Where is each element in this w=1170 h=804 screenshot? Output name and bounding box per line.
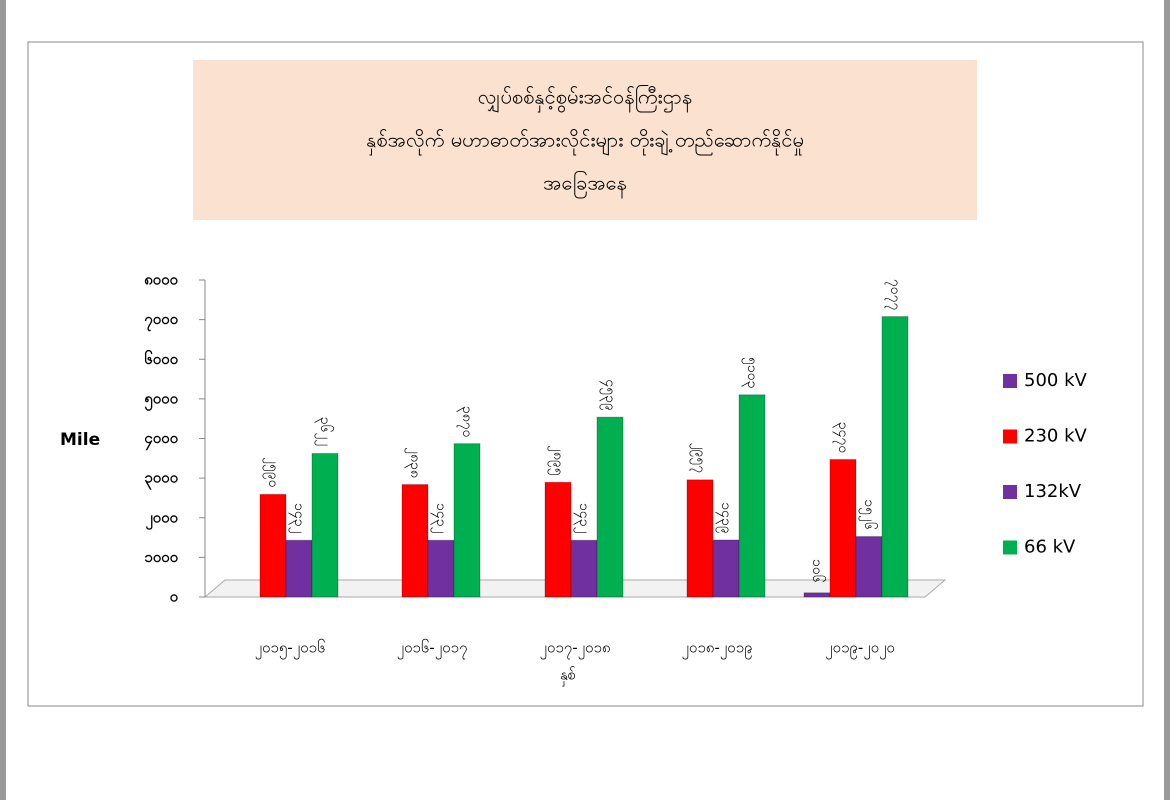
- legend-swatch: [1003, 540, 1017, 555]
- bar: [738, 394, 766, 598]
- data-label: ၂၈၉၅: [548, 445, 566, 476]
- window-edge: [1164, 0, 1170, 800]
- data-label: ၁၅၂၆: [859, 499, 877, 530]
- y-tick-label: ၅၀၀၀: [144, 389, 178, 411]
- bar: [453, 443, 481, 598]
- bar: [803, 592, 831, 598]
- chart-title: နှစ်အလိုက် မဟာဓာတ်အားလိုင်းများ တိုးချဲ့…: [366, 128, 804, 156]
- data-label: ၃၆၂၂: [315, 417, 333, 447]
- data-label: ၁၄၃၂: [431, 503, 449, 534]
- bar: [596, 416, 624, 598]
- bar: [285, 539, 313, 598]
- data-label: ၂၈၃၈: [405, 447, 423, 478]
- y-tick-label: ၄၀၀၀: [144, 429, 178, 451]
- y-tick-label: ၇၀၀၀: [144, 310, 178, 332]
- bar: [311, 452, 339, 598]
- data-label: ၇၀၇၇: [885, 279, 903, 311]
- x-axis-label: နှစ်: [560, 666, 576, 687]
- data-label: ၂၉၅၇: [690, 443, 708, 474]
- bar: [570, 539, 598, 598]
- legend-label: 66 kV: [1024, 537, 1076, 558]
- data-label: ၅၁၀၃: [742, 357, 760, 389]
- legend-label: 230 kV: [1024, 426, 1088, 447]
- bar: [855, 536, 883, 598]
- x-tick-label: ၂၀၁၈-၂၀၁၉: [682, 639, 753, 660]
- legend-label: 132kV: [1024, 481, 1082, 502]
- bar: [829, 459, 857, 598]
- bar: [712, 539, 740, 598]
- data-label: ၁၀၆: [809, 559, 825, 583]
- bar: [686, 479, 714, 598]
- bar: [544, 481, 572, 598]
- x-tick-label: ၂၀၁၅-၂၀၁၆: [255, 639, 326, 660]
- chart-title: အခြေအနေ: [543, 171, 627, 199]
- y-tick-label: ၃၀၀၀: [144, 469, 178, 491]
- x-tick-label: ၂၀၁၆-၂၀၁၇: [397, 639, 468, 660]
- data-label: ၃၄၇၀: [833, 422, 851, 454]
- data-label: ၁၄၃၂: [289, 503, 307, 534]
- legend-swatch: [1003, 374, 1017, 388]
- y-tick-label: ၂၀၀၀: [145, 508, 178, 530]
- bar: [881, 316, 909, 598]
- chart-title: လျှပ်စစ်နှင့်စွမ်းအင်ဝန်ကြီးဌာန: [478, 85, 693, 113]
- x-tick-label: ၂၀၁၉-၂၀၂၀: [825, 639, 895, 660]
- legend-swatch: [1003, 485, 1017, 499]
- title-box: [193, 60, 977, 220]
- y-tick-label: ၁၀၀၀: [144, 548, 178, 566]
- bar: [259, 493, 287, 598]
- bar: [427, 539, 455, 598]
- bar: [401, 484, 429, 598]
- data-label: ၂၅၉၀: [263, 457, 281, 488]
- legend-swatch: [1003, 429, 1017, 444]
- y-axis-label: Mile: [60, 430, 100, 450]
- data-label: ၁၄၃၉: [716, 502, 734, 534]
- y-tick-label: ၆၀၀၀: [144, 349, 178, 368]
- data-label: ၁၄၃၂: [574, 503, 592, 534]
- legend-label: 500 kV: [1024, 370, 1088, 391]
- y-tick-label: ၈၀၀၀: [144, 271, 178, 289]
- y-tick-label: ၀: [170, 588, 179, 606]
- window-edge: [0, 0, 6, 800]
- data-label: ၃၈၇၀: [457, 406, 475, 438]
- x-tick-label: ၂၀၁၇-၂၀၁၈: [540, 639, 611, 660]
- data-label: ၄၅၃၉: [600, 379, 618, 411]
